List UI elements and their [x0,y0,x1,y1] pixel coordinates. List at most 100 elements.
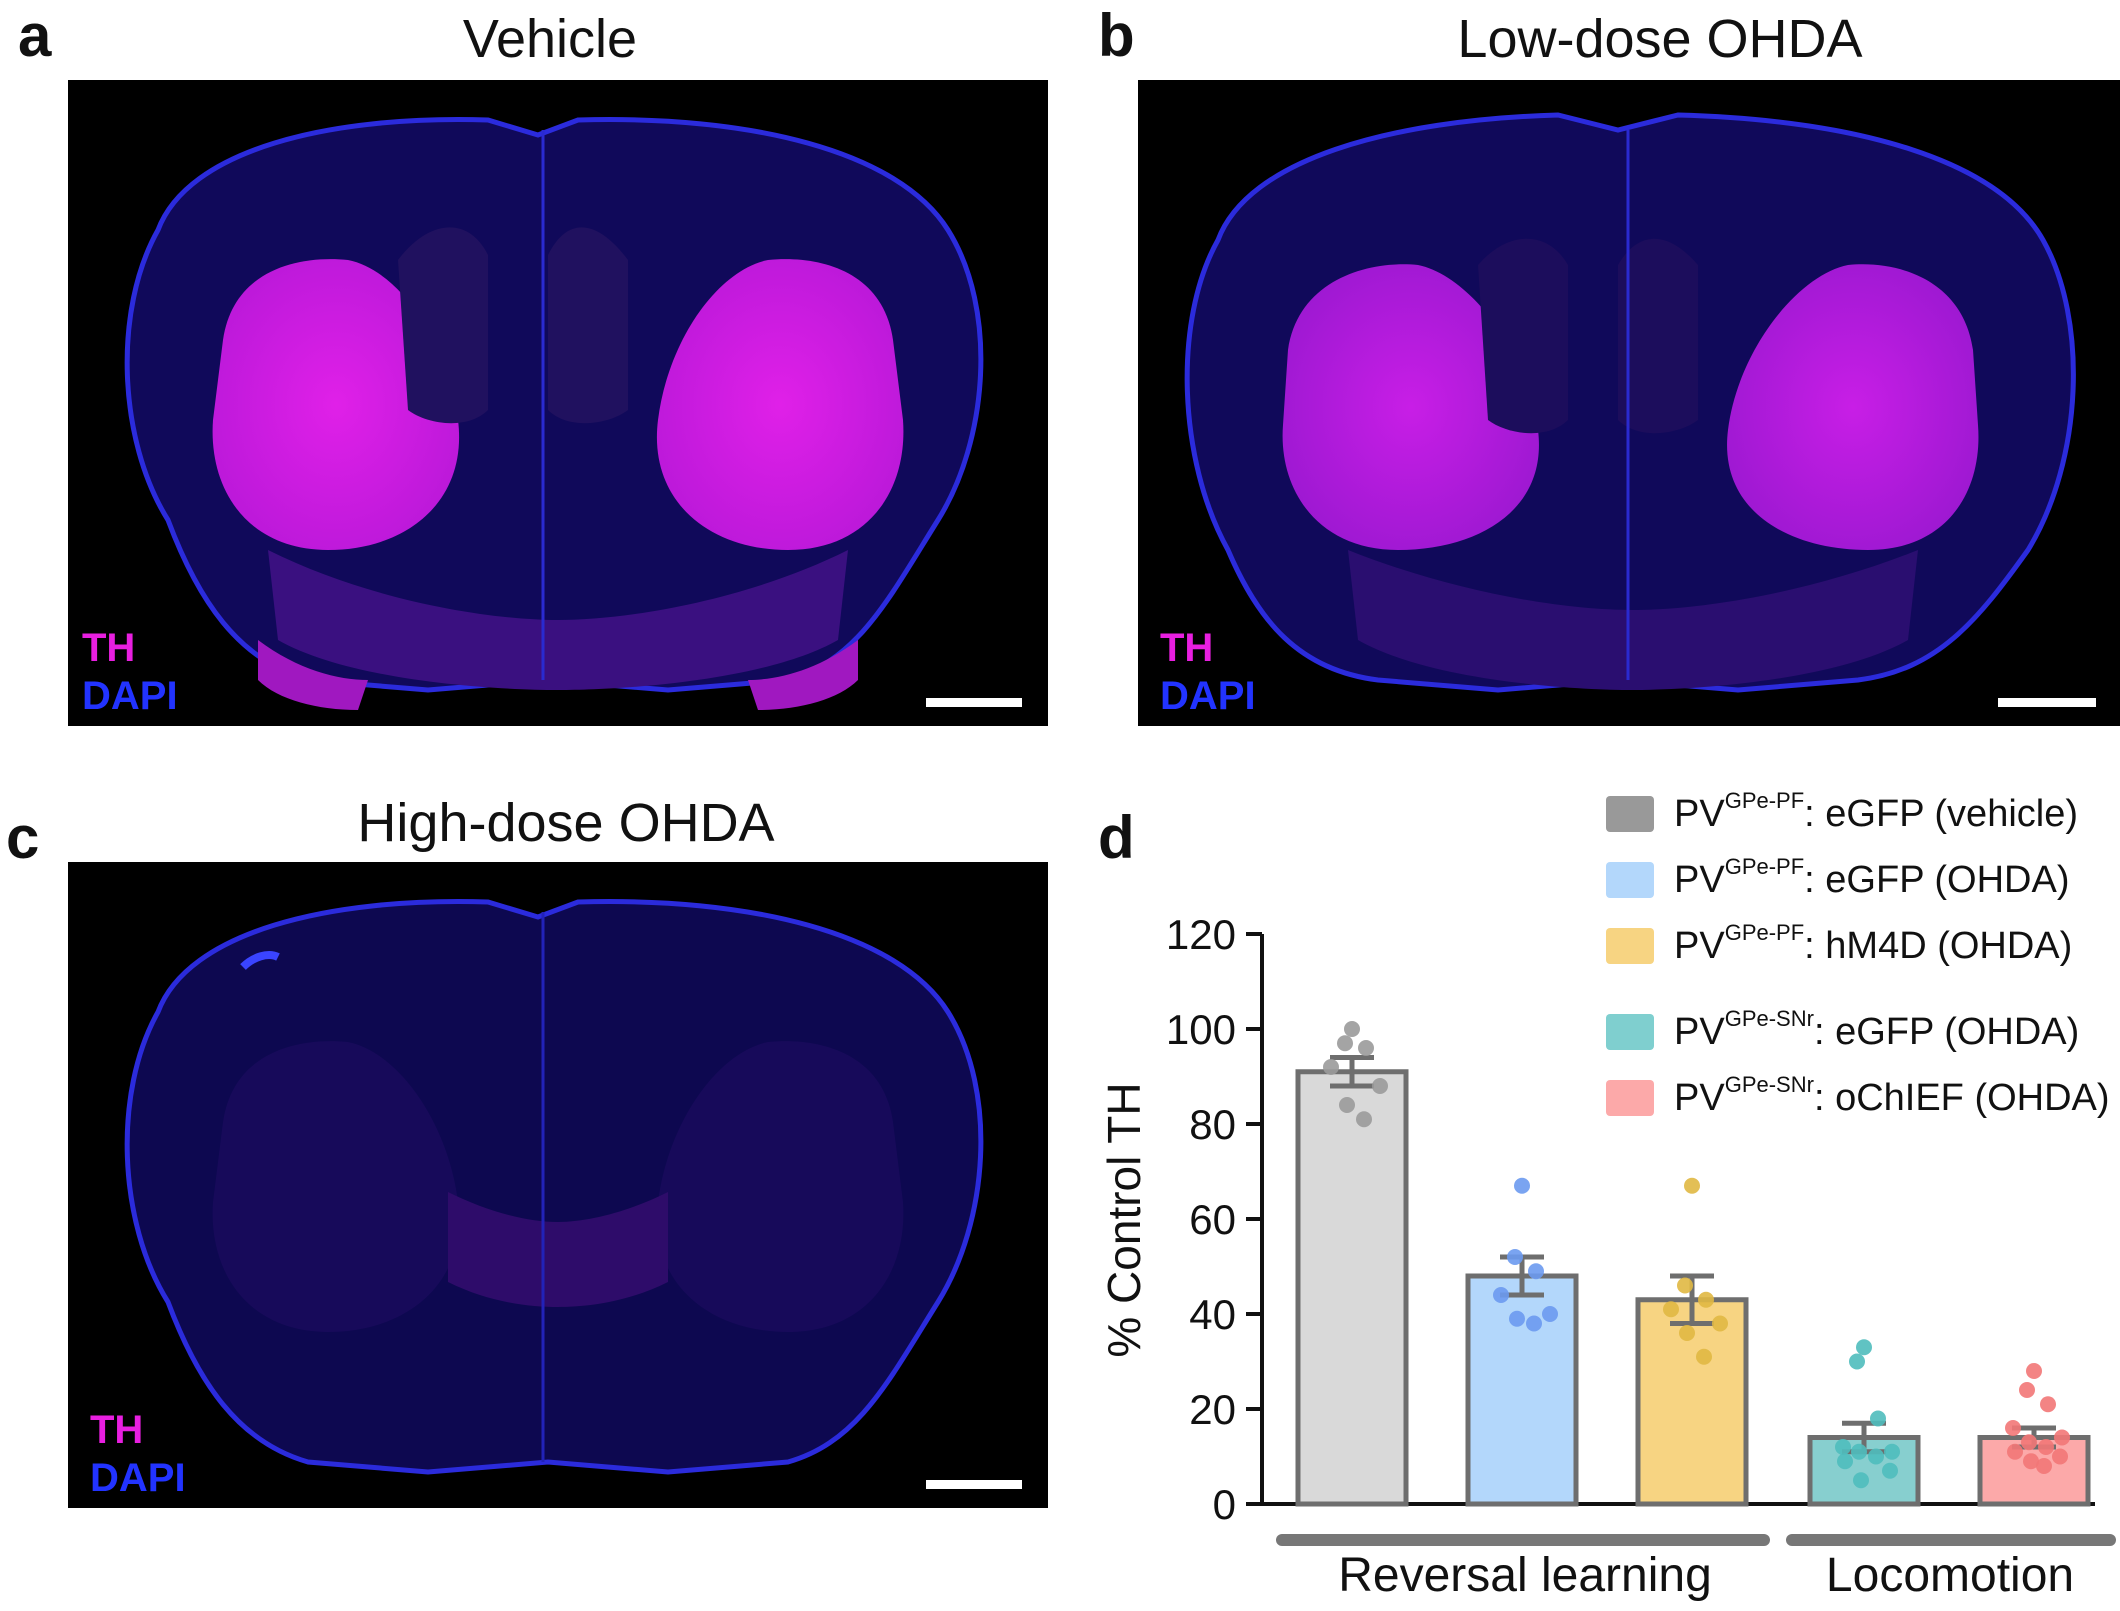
data-point [2005,1420,2021,1436]
legend-item-2: PVGPe-PF: eGFP (OHDA) [1606,855,2070,904]
data-point [1323,1059,1339,1075]
data-point [1853,1472,1869,1489]
legend-label: PVGPe-SNr: eGFP (OHDA) [1674,1007,2080,1054]
y-axis-label: % Control TH [1098,1082,1150,1357]
data-point [2036,1458,2052,1474]
micrograph-vehicle: TH DAPI [68,80,1048,726]
legend-label-prefix: PV [1674,924,1725,967]
stain-label-th: TH [90,1408,144,1452]
legend-label-superscript: GPe-PF [1724,853,1805,879]
data-point [1696,1348,1712,1365]
legend-label: PVGPe-SNr: oChIEF (OHDA) [1674,1073,2110,1120]
legend-label-prefix: PV [1674,858,1725,901]
y-tick-label: 100 [1166,1006,1236,1053]
legend-label-superscript: GPe-SNr [1724,1005,1814,1031]
legend-label-suffix: : eGFP (OHDA) [1813,1010,2080,1053]
data-point [1372,1078,1388,1094]
legend-label-suffix: : hM4D (OHDA) [1804,924,2073,967]
legend-item-1: PVGPe-PF: eGFP (vehicle) [1606,789,2079,838]
data-point [1507,1249,1523,1265]
data-point [2007,1443,2023,1460]
brain-section-vehicle [124,117,984,710]
data-point [1684,1177,1700,1194]
data-point [2023,1453,2039,1470]
data-point [1339,1097,1355,1113]
data-point [1344,1021,1360,1037]
data-point [1837,1453,1853,1470]
data-point [1856,1339,1872,1356]
panel-title-low-dose: Low-dose OHDA [1457,9,1863,69]
stain-label-th: TH [1160,626,1214,670]
legend-label-superscript: GPe-PF [1724,787,1805,813]
brain-section-low-dose [1184,112,2076,693]
legend-item-4: PVGPe-SNr: eGFP (OHDA) [1606,1007,2080,1056]
data-point [1526,1315,1542,1332]
data-point [1835,1439,1851,1455]
data-point [2038,1439,2054,1455]
stain-label-dapi: DAPI [90,1456,186,1500]
y-tick-label: 120 [1166,911,1236,958]
panel-title-vehicle: Vehicle [462,9,638,69]
y-tick-label: 0 [1213,1481,1236,1528]
legend-item-5: PVGPe-SNr: oChIEF (OHDA) [1606,1073,2110,1122]
panel-letter-c: c [6,804,40,871]
legend-label-suffix: : eGFP (vehicle) [1804,792,2079,835]
micrograph-low-dose: TH DAPI [1138,80,2120,726]
y-tick-label: 80 [1189,1101,1236,1148]
legend-swatch [1606,1014,1654,1050]
legend-swatch [1606,862,1654,898]
data-point [1663,1301,1679,1318]
data-point [1849,1353,1865,1370]
bar-5 [1977,1435,2091,1507]
bar-1 [1295,1069,1409,1507]
data-point [2026,1363,2042,1379]
data-point [2054,1429,2070,1446]
legend-label-suffix: : eGFP (OHDA) [1804,858,2070,901]
data-point [2052,1448,2068,1465]
panel-title-high-dose: High-dose OHDA [357,793,775,853]
legend-swatch [1606,928,1654,964]
data-point [2019,1382,2035,1398]
legend-swatch [1606,796,1654,832]
legend-label-superscript: GPe-SNr [1724,1071,1814,1097]
y-tick-label: 40 [1189,1291,1236,1338]
data-point [1514,1177,1530,1194]
data-point [1542,1306,1558,1322]
legend-swatch [1606,1080,1654,1116]
data-point [1358,1040,1374,1056]
legend-label: PVGPe-PF: hM4D (OHDA) [1674,921,2073,968]
panel-letter-b: b [1098,2,1135,69]
scale-bar [926,698,1022,707]
data-point [1509,1310,1525,1327]
y-tick-label: 60 [1189,1196,1236,1243]
legend-label: PVGPe-PF: eGFP (vehicle) [1674,789,2079,836]
legend-label-superscript: GPe-PF [1724,919,1805,945]
legend-label: PVGPe-PF: eGFP (OHDA) [1674,855,2070,902]
stain-label-th: TH [82,626,136,670]
micrograph-high-dose: TH DAPI [68,862,1048,1508]
data-point [1698,1291,1714,1308]
y-tick-label: 20 [1189,1386,1236,1433]
legend-label-prefix: PV [1674,1010,1725,1053]
bar-2 [1465,1273,1579,1507]
data-point [1528,1263,1544,1280]
data-point [1493,1287,1509,1303]
data-point [1677,1277,1693,1294]
legend-item-3: PVGPe-PF: hM4D (OHDA) [1606,921,2073,970]
brain-section-high-dose [124,899,984,1475]
data-point [1337,1035,1353,1052]
legend-label-prefix: PV [1674,792,1725,835]
group-label-reversal-learning: Reversal learning [1338,1549,1712,1602]
group-label-locomotion: Locomotion [1825,1549,2075,1602]
data-point [1884,1443,1900,1460]
data-point [2021,1434,2037,1451]
legend-label-prefix: PV [1674,1076,1725,1119]
data-point [1882,1462,1898,1479]
scale-bar [926,1480,1022,1489]
data-point [1870,1410,1886,1427]
data-point [1679,1325,1695,1341]
data-point [1356,1111,1372,1128]
stain-label-dapi: DAPI [82,674,178,718]
data-point [2040,1396,2056,1413]
